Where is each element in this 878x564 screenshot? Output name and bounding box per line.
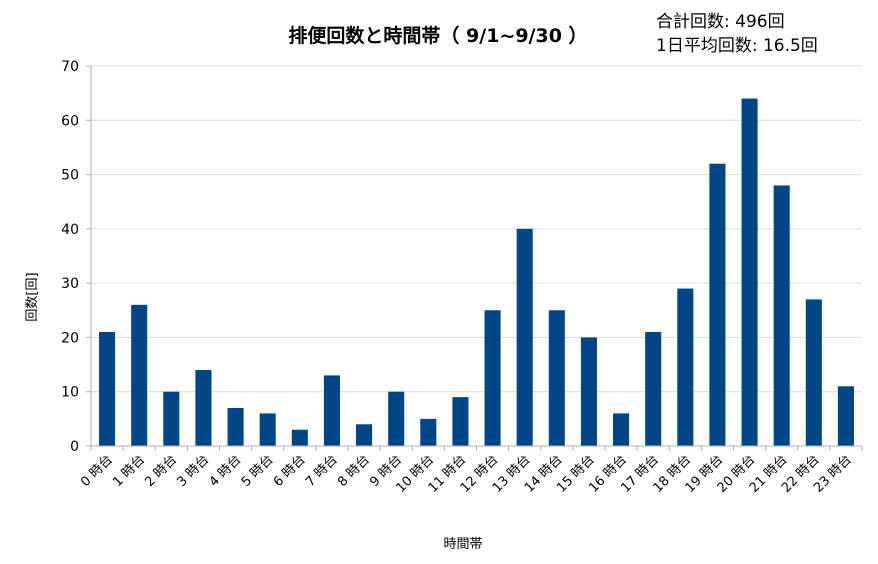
bar bbox=[709, 163, 726, 446]
bar bbox=[548, 310, 565, 446]
y-axis-ticks: 0 10 20 30 40 50 60 70 bbox=[61, 59, 91, 455]
y-tick-label: 50 bbox=[61, 168, 79, 184]
y-tick-label: 0 bbox=[70, 439, 79, 455]
summary-daily-average: 1日平均回数: 16.5回 bbox=[656, 36, 818, 56]
x-axis-label: 時間帯 bbox=[443, 537, 482, 552]
y-tick-label: 10 bbox=[61, 385, 79, 401]
x-tick-label: 6 時台 bbox=[271, 452, 309, 490]
bar bbox=[323, 375, 340, 446]
bar bbox=[420, 418, 437, 446]
bar bbox=[837, 386, 854, 446]
chart-title: 排便回数と時間帯（ 9/1~9/30 ） bbox=[288, 24, 587, 47]
x-tick-label: 4 時台 bbox=[207, 452, 245, 490]
bar bbox=[291, 429, 308, 446]
x-tick-label: 7 時台 bbox=[303, 452, 341, 490]
bar bbox=[516, 228, 533, 446]
bars bbox=[99, 98, 854, 447]
bar bbox=[484, 310, 501, 446]
x-tick-label: 1 時台 bbox=[110, 452, 148, 490]
bar bbox=[613, 413, 630, 446]
x-tick-label: 0 時台 bbox=[78, 452, 116, 490]
bar bbox=[356, 424, 373, 446]
bar bbox=[99, 332, 116, 446]
y-axis-label: 回数[回] bbox=[25, 272, 40, 321]
x-tick-label: 2 時台 bbox=[142, 452, 180, 490]
y-tick-label: 70 bbox=[61, 59, 79, 75]
y-tick-label: 40 bbox=[61, 222, 79, 238]
bar bbox=[580, 337, 597, 446]
bar bbox=[163, 391, 180, 446]
x-axis-ticks: 0 時台1 時台2 時台3 時台4 時台5 時台6 時台7 時台8 時台9 時台… bbox=[78, 446, 863, 496]
bar bbox=[452, 397, 469, 446]
y-tick-label: 60 bbox=[61, 113, 79, 129]
bar bbox=[677, 288, 694, 446]
bar bbox=[259, 413, 276, 446]
bar bbox=[773, 185, 790, 446]
y-tick-label: 20 bbox=[61, 330, 79, 346]
gridlines bbox=[91, 65, 862, 447]
x-tick-label: 8 時台 bbox=[335, 452, 373, 490]
y-tick-label: 30 bbox=[61, 276, 79, 292]
x-tick-label: 3 時台 bbox=[175, 452, 213, 490]
bar bbox=[645, 332, 662, 446]
bar bbox=[741, 98, 758, 447]
bar bbox=[805, 299, 822, 446]
bar bbox=[131, 304, 148, 446]
bar bbox=[388, 391, 405, 446]
x-tick-label: 5 時台 bbox=[239, 452, 277, 490]
bar bbox=[227, 408, 244, 446]
bar bbox=[195, 370, 212, 446]
summary-total: 合計回数: 496回 bbox=[656, 12, 785, 32]
